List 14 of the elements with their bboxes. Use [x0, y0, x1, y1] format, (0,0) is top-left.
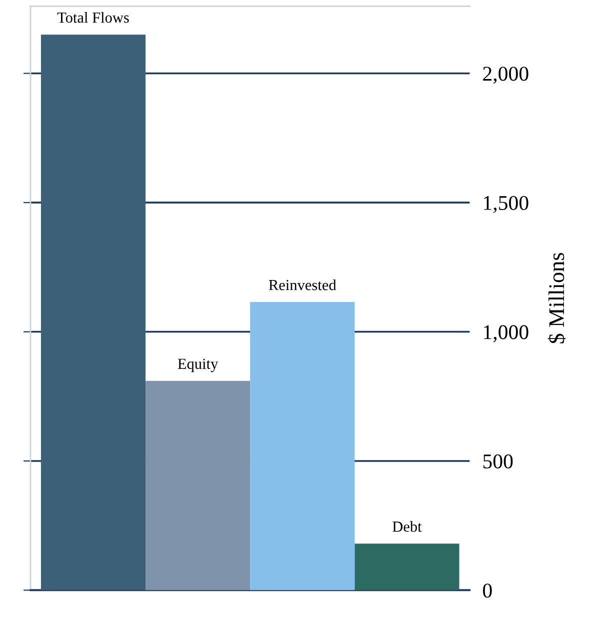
bar [40, 34, 146, 590]
bar [146, 380, 250, 590]
x-tick-label: Reinvested [268, 279, 336, 290]
y-tick-label: 1,500 [484, 196, 528, 214]
x-tick-label: Equity [178, 358, 218, 372]
y-tick-label: 500 [483, 454, 513, 468]
y-tick-label: 0 [482, 584, 492, 598]
bar [354, 544, 460, 590]
y-tick-label: 2,000 [483, 66, 528, 84]
x-tick-label: Total Flows [57, 12, 129, 23]
x-tick-label: Debt [392, 521, 422, 532]
y-axis-title: $ Millions [548, 252, 566, 344]
y-tick-label: 1,000 [484, 325, 528, 342]
bar [250, 302, 355, 590]
